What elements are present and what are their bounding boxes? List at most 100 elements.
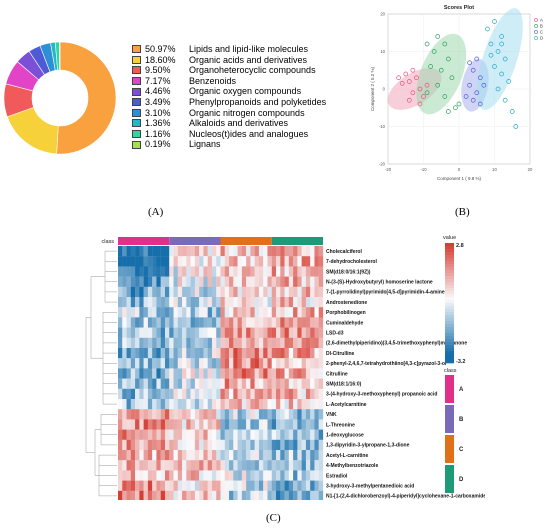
heatmap-cell	[293, 460, 298, 471]
heatmap-cell	[297, 348, 302, 359]
heatmap-cell	[305, 368, 311, 379]
heatmap-cell	[130, 307, 136, 318]
y-tick-label: -10	[379, 124, 386, 129]
heatmap-cell	[177, 307, 183, 318]
heatmap-cell	[301, 286, 307, 298]
legend-label: Organoheterocyclic compounds	[189, 65, 316, 76]
heatmap-cell	[305, 399, 311, 410]
heatmap-cell	[229, 337, 234, 349]
score-point-B	[435, 34, 441, 39]
heatmap-cell	[224, 368, 230, 379]
heatmap-row-label: N-(3-(S)-Hydroxybutyryl) homoserine lact…	[326, 280, 433, 286]
heatmap-cell	[310, 429, 315, 440]
heatmap-cell	[280, 378, 285, 389]
heatmap-cell	[263, 276, 268, 287]
heatmap-cell	[147, 307, 153, 318]
heatmap-cell	[288, 337, 294, 349]
heatmap-cell	[220, 368, 225, 379]
heatmap-cell	[220, 256, 225, 267]
legend-percent: 1.16%	[145, 128, 171, 139]
heatmap-cell	[258, 317, 264, 328]
heatmap-cell	[147, 439, 153, 451]
heatmap-cell	[194, 286, 200, 298]
heatmap-row-label: 1-deoxyglucose	[326, 433, 364, 439]
heatmap-cell	[254, 409, 260, 420]
heatmap-cell	[156, 276, 161, 287]
heatmap-cell	[314, 429, 319, 440]
heatmap-cell	[135, 378, 140, 389]
heatmap-cell	[211, 470, 217, 481]
heatmap-cell	[199, 337, 204, 349]
score-point-D	[492, 64, 497, 69]
heatmap-cell	[220, 358, 225, 369]
heatmap-cell	[233, 470, 238, 481]
heatmap-cell	[199, 429, 204, 440]
heatmap-cell	[280, 399, 285, 410]
heatmap-cell	[160, 470, 166, 481]
heatmap-cell	[135, 429, 140, 440]
heatmap-cell	[194, 297, 200, 308]
heatmap-row-label: Citrulline	[326, 371, 348, 377]
heatmap-cell	[310, 307, 315, 318]
heatmap-cell	[297, 388, 302, 400]
heatmap-cell	[156, 399, 161, 410]
heatmap-cell	[216, 368, 221, 379]
heatmap-cell	[237, 358, 243, 369]
heatmap-cell	[173, 490, 178, 502]
heatmap-cell	[229, 266, 234, 277]
score-point-C	[474, 90, 480, 96]
legend-percent: 18.60%	[145, 54, 176, 65]
heatmap-cell	[241, 450, 247, 461]
heatmap-cell	[241, 419, 247, 430]
heatmap-cell	[118, 429, 123, 440]
heatmap-cell	[233, 409, 238, 420]
heatmap-cell	[156, 297, 161, 308]
heatmap-cell	[160, 337, 166, 349]
heatmap-cell	[276, 297, 281, 308]
heatmap-cell	[318, 490, 324, 502]
heatmap-cell	[305, 460, 311, 471]
heatmap-cell	[280, 348, 285, 359]
score-point-D	[485, 26, 490, 32]
heatmap-cell	[267, 368, 272, 379]
heatmap-cell	[263, 348, 268, 359]
heatmap-cell	[186, 337, 191, 349]
heatmap-cell	[216, 480, 221, 491]
heatmap-cell	[314, 348, 319, 359]
heatmap-cell	[139, 409, 144, 420]
colorbar-step	[445, 345, 454, 349]
heatmap-cell	[177, 450, 183, 461]
legend-swatch	[132, 98, 141, 107]
heatmap-cell	[203, 266, 208, 277]
heatmap-cell	[229, 358, 234, 369]
heatmap-cell	[288, 266, 294, 277]
heatmap-cell	[293, 286, 298, 298]
heatmap-cell	[152, 327, 157, 338]
heatmap-cell	[186, 317, 191, 328]
heatmap-cell	[233, 429, 238, 440]
heatmap-cell	[271, 286, 277, 298]
heatmap-cell	[220, 327, 225, 338]
x-axis-label: Component 1 ( 9.8 %)	[437, 176, 482, 181]
heatmap-cell	[186, 399, 191, 410]
legend-item: 4.46% Organic oxygen compounds	[132, 86, 382, 97]
heatmap-cell	[164, 297, 170, 308]
heatmap-cell	[186, 480, 191, 491]
y-axis-label: Component 2 ( 5.2 %)	[370, 66, 375, 111]
heatmap-cell	[284, 276, 289, 287]
heatmap-cell	[177, 358, 183, 369]
heatmap: class Cholecalciferol 7-dehydrocholesterol…	[85, 225, 486, 502]
heatmap-cell	[164, 439, 170, 451]
heatmap-cell	[233, 388, 238, 400]
heatmap-row-label: 1,3-dipyridin-3-ylpropane-1,3-dione	[326, 443, 410, 449]
heatmap-cell	[194, 429, 200, 440]
heatmap-cell	[126, 409, 131, 420]
heatmap-cell	[318, 266, 324, 277]
heatmap-cell	[254, 337, 260, 349]
heatmap-cell	[186, 358, 191, 369]
heatmap-cell	[182, 460, 187, 471]
heatmap-cell	[182, 317, 187, 328]
heatmap-cell	[220, 276, 225, 287]
heatmap-cell	[147, 450, 153, 461]
heatmap-cell	[318, 276, 324, 287]
